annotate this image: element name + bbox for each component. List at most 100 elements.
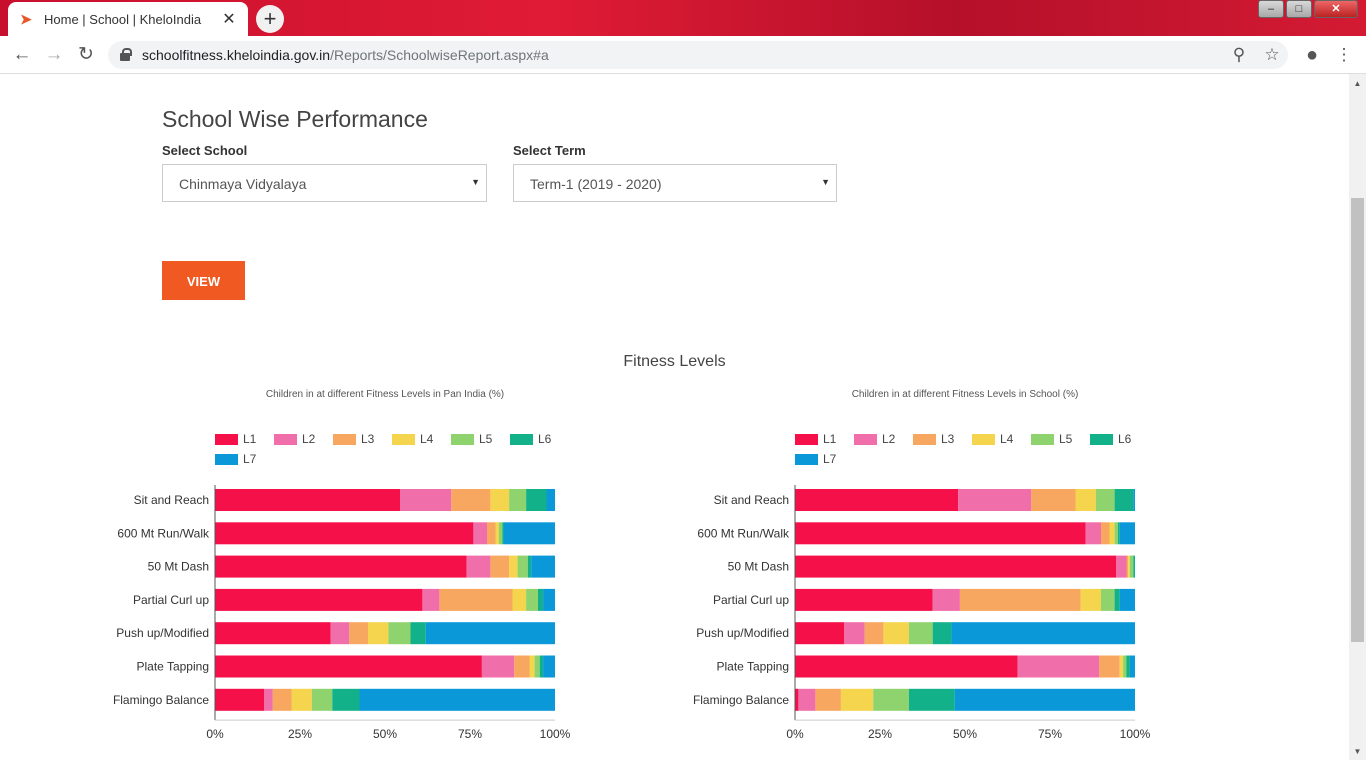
bar-segment-l4[interactable] bbox=[883, 622, 909, 645]
bar-segment-l6[interactable] bbox=[932, 622, 952, 645]
bar-segment-l3[interactable] bbox=[490, 555, 510, 578]
bar-segment-l2[interactable] bbox=[1017, 655, 1100, 678]
bar-segment-l7[interactable] bbox=[531, 555, 555, 578]
bar-segment-l3[interactable] bbox=[451, 489, 491, 511]
bar-segment-l7[interactable] bbox=[543, 588, 555, 611]
tab-close-icon[interactable]: ✕ bbox=[222, 11, 236, 28]
school-select[interactable]: Chinmaya Vidyalaya ▼ bbox=[162, 164, 487, 202]
bar-segment-l4[interactable] bbox=[291, 688, 312, 711]
bar-segment-l6[interactable] bbox=[1118, 522, 1120, 545]
bar-segment-l5[interactable] bbox=[1123, 655, 1127, 678]
bar-segment-l6[interactable] bbox=[502, 522, 504, 545]
star-icon[interactable]: ☆ bbox=[1264, 45, 1280, 64]
bar-segment-l4[interactable] bbox=[512, 588, 527, 611]
bar-segment-l6[interactable] bbox=[526, 489, 547, 511]
bar-segment-l1[interactable] bbox=[795, 489, 959, 511]
bar-segment-l2[interactable] bbox=[1085, 522, 1101, 545]
legend-item-l5[interactable]: L5 bbox=[1031, 432, 1072, 446]
bar-segment-l6[interactable] bbox=[538, 588, 544, 611]
scrollbar-thumb[interactable] bbox=[1351, 198, 1364, 642]
bar-segment-l5[interactable] bbox=[517, 555, 528, 578]
bar-segment-l3[interactable] bbox=[272, 688, 292, 711]
bar-segment-l7[interactable] bbox=[543, 655, 555, 678]
legend-item-l1[interactable]: L1 bbox=[215, 432, 256, 446]
bar-segment-l1[interactable] bbox=[215, 688, 265, 711]
bar-segment-l6[interactable] bbox=[1114, 489, 1134, 511]
legend-item-l7[interactable]: L7 bbox=[795, 452, 836, 466]
bar-segment-l7[interactable] bbox=[951, 622, 1135, 645]
bar-segment-l3[interactable] bbox=[1101, 522, 1110, 545]
bar-segment-l7[interactable] bbox=[546, 489, 556, 511]
legend-item-l1[interactable]: L1 bbox=[795, 432, 836, 446]
bar-segment-l7[interactable] bbox=[1129, 655, 1135, 678]
zoom-icon[interactable]: ⚲ bbox=[1232, 45, 1246, 64]
bar-segment-l2[interactable] bbox=[1116, 555, 1127, 578]
bar-segment-l1[interactable] bbox=[795, 655, 1018, 678]
bar-segment-l3[interactable] bbox=[815, 688, 841, 711]
bar-segment-l1[interactable] bbox=[795, 555, 1117, 578]
bar-segment-l5[interactable] bbox=[908, 622, 933, 645]
legend-item-l3[interactable]: L3 bbox=[913, 432, 954, 446]
bar-segment-l3[interactable] bbox=[1031, 489, 1076, 511]
bar-segment-l2[interactable] bbox=[932, 588, 960, 611]
new-tab-button[interactable]: + bbox=[256, 5, 284, 33]
bar-segment-l5[interactable] bbox=[509, 489, 527, 511]
legend-item-l5[interactable]: L5 bbox=[451, 432, 492, 446]
bar-segment-l5[interactable] bbox=[311, 688, 333, 711]
bar-segment-l5[interactable] bbox=[526, 588, 538, 611]
bar-segment-l2[interactable] bbox=[400, 489, 452, 511]
bar-segment-l2[interactable] bbox=[481, 655, 515, 678]
bar-segment-l2[interactable] bbox=[264, 688, 273, 711]
legend-item-l2[interactable]: L2 bbox=[854, 432, 895, 446]
bar-segment-l1[interactable] bbox=[795, 622, 845, 645]
legend-item-l2[interactable]: L2 bbox=[274, 432, 315, 446]
bar-segment-l2[interactable] bbox=[473, 522, 487, 545]
bar-segment-l3[interactable] bbox=[959, 588, 1081, 611]
bar-segment-l7[interactable] bbox=[504, 522, 555, 545]
bar-segment-l1[interactable] bbox=[795, 688, 799, 711]
bar-segment-l3[interactable] bbox=[439, 588, 513, 611]
bar-segment-l2[interactable] bbox=[798, 688, 816, 711]
bar-segment-l4[interactable] bbox=[1109, 522, 1115, 545]
bar-segment-l2[interactable] bbox=[466, 555, 491, 578]
bar-segment-l5[interactable] bbox=[1095, 489, 1115, 511]
legend-item-l6[interactable]: L6 bbox=[1090, 432, 1131, 446]
bar-segment-l5[interactable] bbox=[498, 522, 503, 545]
bar-segment-l7[interactable] bbox=[425, 622, 555, 645]
bar-segment-l6[interactable] bbox=[1114, 588, 1120, 611]
bar-segment-l3[interactable] bbox=[1126, 555, 1129, 578]
bar-segment-l3[interactable] bbox=[1099, 655, 1120, 678]
bar-segment-l6[interactable] bbox=[1133, 555, 1135, 578]
bar-segment-l3[interactable] bbox=[487, 522, 496, 545]
bar-segment-l4[interactable] bbox=[529, 655, 535, 678]
bar-segment-l3[interactable] bbox=[864, 622, 884, 645]
bar-segment-l5[interactable] bbox=[534, 655, 540, 678]
bar-segment-l6[interactable] bbox=[539, 655, 544, 678]
bar-segment-l4[interactable] bbox=[1075, 489, 1096, 511]
account-icon[interactable]: ● bbox=[1305, 44, 1319, 66]
term-select[interactable]: Term-1 (2019 - 2020) ▼ bbox=[513, 164, 837, 202]
bar-segment-l6[interactable] bbox=[1126, 655, 1130, 678]
scroll-down-icon[interactable]: ▼ bbox=[1353, 747, 1362, 756]
legend-item-l4[interactable]: L4 bbox=[392, 432, 433, 446]
bar-segment-l1[interactable] bbox=[215, 655, 482, 678]
maximize-button[interactable]: □ bbox=[1286, 0, 1312, 18]
bar-segment-l1[interactable] bbox=[215, 588, 423, 611]
bar-segment-l2[interactable] bbox=[958, 489, 1032, 511]
bar-segment-l7[interactable] bbox=[1133, 489, 1135, 511]
address-bar[interactable]: schoolfitness.kheloindia.gov.in/Reports/… bbox=[108, 41, 1288, 69]
bar-segment-l1[interactable] bbox=[795, 588, 933, 611]
bar-segment-l4[interactable] bbox=[490, 489, 510, 511]
bar-segment-l3[interactable] bbox=[349, 622, 368, 645]
bar-segment-l5[interactable] bbox=[1101, 588, 1115, 611]
bar-segment-l5[interactable] bbox=[873, 688, 909, 711]
reload-icon[interactable]: ↻ bbox=[78, 44, 94, 65]
minimize-button[interactable]: – bbox=[1258, 0, 1284, 18]
bar-segment-l2[interactable] bbox=[422, 588, 440, 611]
bar-segment-l4[interactable] bbox=[368, 622, 389, 645]
bar-segment-l3[interactable] bbox=[514, 655, 530, 678]
view-button[interactable]: VIEW bbox=[162, 261, 245, 300]
bar-segment-l4[interactable] bbox=[1128, 555, 1130, 578]
back-arrow-icon[interactable]: ← bbox=[12, 44, 32, 65]
bar-segment-l1[interactable] bbox=[215, 522, 474, 545]
